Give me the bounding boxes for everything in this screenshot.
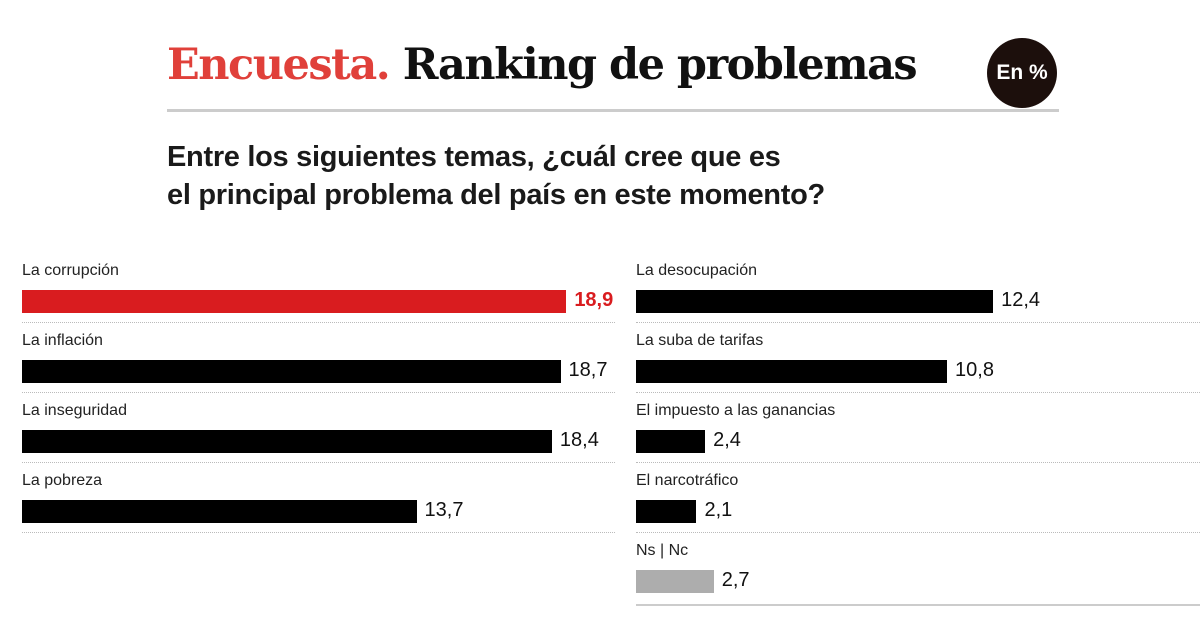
category-label: La pobreza [22, 472, 103, 489]
value-label: 18,7 [568, 359, 608, 381]
bar [636, 430, 706, 453]
value-label: 2,1 [704, 499, 733, 521]
survey-question: Entre los siguientes temas, ¿cuál cree q… [167, 138, 825, 214]
category-label: La suba de tarifas [636, 332, 764, 349]
row-divider [636, 462, 1200, 463]
title-accent: Encuesta. [167, 40, 391, 90]
bar-row: El narcotráfico 2,1 [636, 472, 1200, 542]
bar [22, 290, 567, 313]
row-divider [22, 462, 615, 463]
category-label: El impuesto a las ganancias [636, 402, 836, 419]
category-label: La corrupción [22, 262, 119, 279]
row-divider [636, 532, 1200, 533]
question-line-1: Entre los siguientes temas, ¿cuál cree q… [167, 141, 781, 173]
bar [22, 360, 561, 383]
value-label: 2,7 [721, 569, 750, 591]
row-divider [636, 392, 1200, 393]
value-label: 10,8 [955, 359, 994, 381]
value-label: 13,7 [424, 499, 464, 521]
row-divider [22, 322, 615, 323]
row-divider [22, 392, 615, 393]
bar [636, 570, 714, 593]
row-divider [636, 322, 1200, 323]
bar-row: La pobreza 13,7 [22, 472, 615, 542]
bar-row: El impuesto a las ganancias 2,4 [636, 402, 1200, 472]
bar [22, 430, 552, 453]
category-label: La desocupación [636, 262, 757, 279]
title-divider [167, 109, 1059, 112]
left-column: La corrupción 18,9 La inflación 18,7 La inse… [22, 262, 615, 542]
value-label: 2,4 [713, 429, 741, 451]
bar-row: Ns | Nc 2,7 [636, 542, 1200, 612]
value-label: 12,4 [1001, 289, 1041, 311]
category-label: La inseguridad [22, 402, 127, 419]
row-divider [22, 532, 615, 533]
unit-badge: En % [987, 38, 1057, 108]
value-label: 18,4 [559, 429, 599, 451]
bar-row: La inseguridad 18,4 [22, 402, 615, 472]
category-label: El narcotráfico [636, 472, 739, 489]
bar-row: La suba de tarifas 10,8 [636, 332, 1200, 402]
value-label: 18,9 [574, 289, 614, 311]
chart-title: Encuesta. Ranking de problemas [167, 40, 918, 90]
bar-row: La inflación 18,7 [22, 332, 615, 402]
bar [636, 290, 994, 313]
row-divider [636, 604, 1200, 606]
bar-row: La corrupción 18,9 [22, 262, 615, 332]
right-column: La desocupación 12,4 La suba de tarifas 10,… [636, 262, 1200, 612]
category-label: La inflación [22, 332, 103, 349]
category-label: Ns | Nc [636, 542, 689, 559]
bar [22, 500, 417, 523]
bar [636, 500, 697, 523]
question-line-2: el principal problema del país en este m… [167, 179, 825, 211]
title-main: Ranking de problemas [402, 40, 918, 90]
bar [636, 360, 948, 383]
bar-row: La desocupación 12,4 [636, 262, 1200, 332]
